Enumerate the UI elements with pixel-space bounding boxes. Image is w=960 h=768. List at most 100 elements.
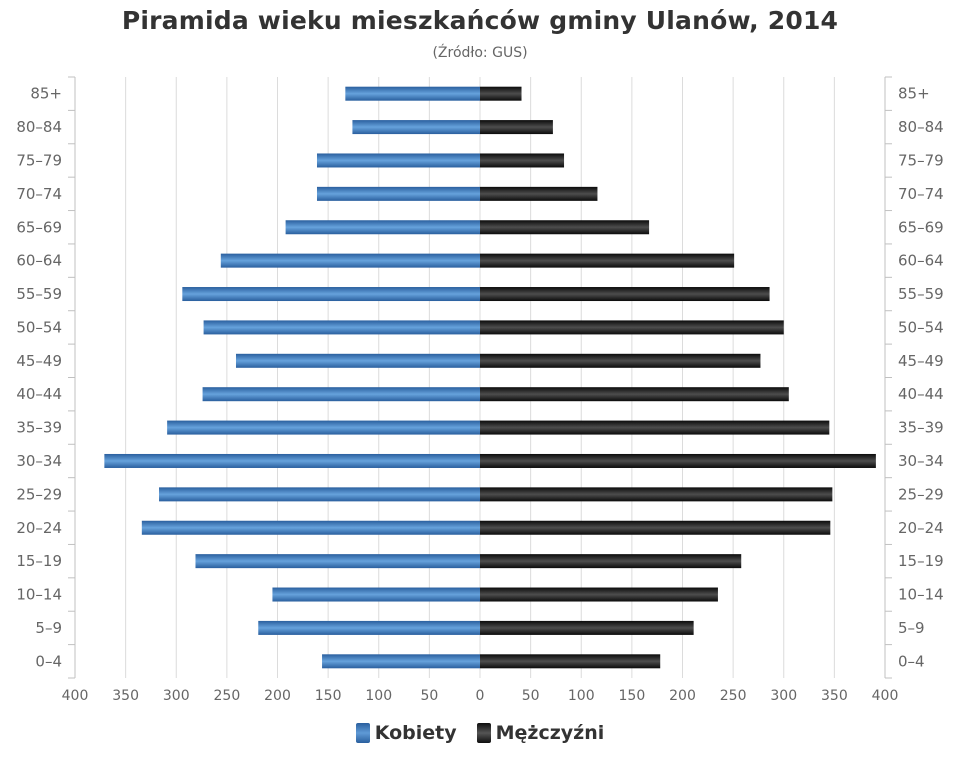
bar-mezczyzni	[480, 320, 784, 335]
x-tick-label: 250	[214, 688, 241, 704]
x-tick-label: 400	[872, 688, 899, 704]
bar-mezczyzni	[480, 186, 598, 201]
bar-mezczyzni	[480, 654, 661, 669]
category-label-right: 80–84	[898, 118, 944, 136]
category-label-right: 10–14	[898, 586, 944, 604]
category-label-right: 30–34	[898, 452, 944, 470]
category-label-left: 30–34	[16, 452, 62, 470]
category-label-right: 45–49	[898, 352, 944, 370]
category-label-left: 35–39	[16, 419, 62, 437]
bar-mezczyzni	[480, 220, 650, 235]
x-tick-label: 0	[476, 688, 485, 704]
axes	[68, 76, 892, 679]
legend-swatch-mezczyzni	[476, 723, 491, 743]
category-label-right: 55–59	[898, 285, 944, 303]
x-tick-label: 200	[669, 688, 696, 704]
x-tick-label: 300	[163, 688, 190, 704]
x-tick-label: 250	[720, 688, 747, 704]
category-label-left: 15–19	[16, 552, 62, 570]
bar-kobiety	[195, 554, 481, 569]
legend-item-mezczyzni[interactable]: Mężczyźni	[476, 722, 605, 744]
x-tick-label: 100	[365, 688, 392, 704]
category-label-left: 50–54	[16, 318, 62, 336]
bar-mezczyzni	[480, 120, 553, 135]
bar-kobiety	[316, 186, 480, 201]
x-tick-label: 350	[821, 688, 848, 704]
category-label-left: 60–64	[16, 252, 62, 270]
bar-kobiety	[159, 487, 480, 502]
legend: Kobiety Mężczyźni	[0, 722, 960, 744]
category-label-left: 20–24	[16, 519, 62, 537]
category-label-right: 60–64	[898, 252, 944, 270]
category-label-right: 35–39	[898, 419, 944, 437]
bar-kobiety	[182, 287, 480, 302]
bar-mezczyzni	[480, 387, 789, 402]
x-tick-label: 300	[770, 688, 797, 704]
bar-kobiety	[352, 120, 480, 135]
bar-kobiety	[104, 453, 481, 468]
category-label-right: 25–29	[898, 485, 944, 503]
x-tick-label: 100	[568, 688, 595, 704]
legend-label-kobiety: Kobiety	[374, 722, 457, 744]
legend-label-mezczyzni: Mężczyźni	[495, 722, 605, 744]
bar-mezczyzni	[480, 554, 742, 569]
category-label-left: 5–9	[35, 619, 62, 637]
bar-mezczyzni	[480, 520, 831, 535]
bar-kobiety	[258, 620, 480, 635]
category-label-left: 40–44	[16, 385, 62, 403]
x-tick-label: 150	[619, 688, 646, 704]
bar-kobiety	[203, 320, 480, 335]
bar-mezczyzni	[480, 620, 694, 635]
bar-kobiety	[167, 420, 480, 435]
category-label-right: 50–54	[898, 318, 944, 336]
category-label-left: 10–14	[16, 586, 62, 604]
bar-kobiety	[285, 220, 480, 235]
category-label-left: 45–49	[16, 352, 62, 370]
category-label-left: 0–4	[35, 652, 62, 670]
chart-subtitle: (Źródło: GUS)	[432, 45, 528, 61]
bar-kobiety	[202, 387, 480, 402]
bar-mezczyzni	[480, 287, 770, 302]
x-tick-label: 350	[112, 688, 139, 704]
x-tick-label: 150	[315, 688, 342, 704]
bar-mezczyzni	[480, 587, 718, 602]
category-label-right: 20–24	[898, 519, 944, 537]
chart-title: Piramida wieku mieszkańców gminy Ulanów,…	[121, 6, 839, 35]
category-label-left: 80–84	[16, 118, 62, 136]
bar-kobiety	[322, 654, 480, 669]
bar-kobiety	[235, 353, 480, 368]
bar-kobiety	[316, 153, 480, 168]
bar-kobiety	[345, 86, 480, 101]
bar-mezczyzni	[480, 153, 565, 168]
category-label-right: 70–74	[898, 185, 944, 203]
bar-kobiety	[220, 253, 481, 268]
bar-kobiety	[272, 587, 480, 602]
bar-mezczyzni	[480, 420, 830, 435]
category-label-right: 5–9	[898, 619, 925, 637]
legend-item-kobiety[interactable]: Kobiety	[355, 722, 457, 744]
x-tick-label: 400	[62, 688, 89, 704]
bar-mezczyzni	[480, 487, 833, 502]
x-tick-label: 50	[420, 688, 438, 704]
category-label-right: 0–4	[898, 652, 925, 670]
category-label-left: 75–79	[16, 151, 62, 169]
bar-mezczyzni	[480, 86, 522, 101]
category-label-right: 65–69	[898, 218, 944, 236]
category-label-left: 85+	[30, 85, 62, 103]
bar-kobiety	[141, 520, 480, 535]
bars	[104, 86, 876, 669]
bar-mezczyzni	[480, 353, 761, 368]
bar-mezczyzni	[480, 253, 735, 268]
x-tick-label: 200	[264, 688, 291, 704]
category-label-left: 55–59	[16, 285, 62, 303]
category-label-right: 85+	[898, 85, 930, 103]
x-tick-label: 50	[522, 688, 540, 704]
category-label-right: 75–79	[898, 151, 944, 169]
axis-labels: 400 350 300 250 200 150 100 50 0 50 100 150 200 250 30…	[16, 85, 943, 704]
category-label-right: 40–44	[898, 385, 944, 403]
bar-mezczyzni	[480, 453, 876, 468]
category-label-right: 15–19	[898, 552, 944, 570]
category-label-left: 65–69	[16, 218, 62, 236]
legend-swatch-kobiety	[355, 723, 370, 743]
